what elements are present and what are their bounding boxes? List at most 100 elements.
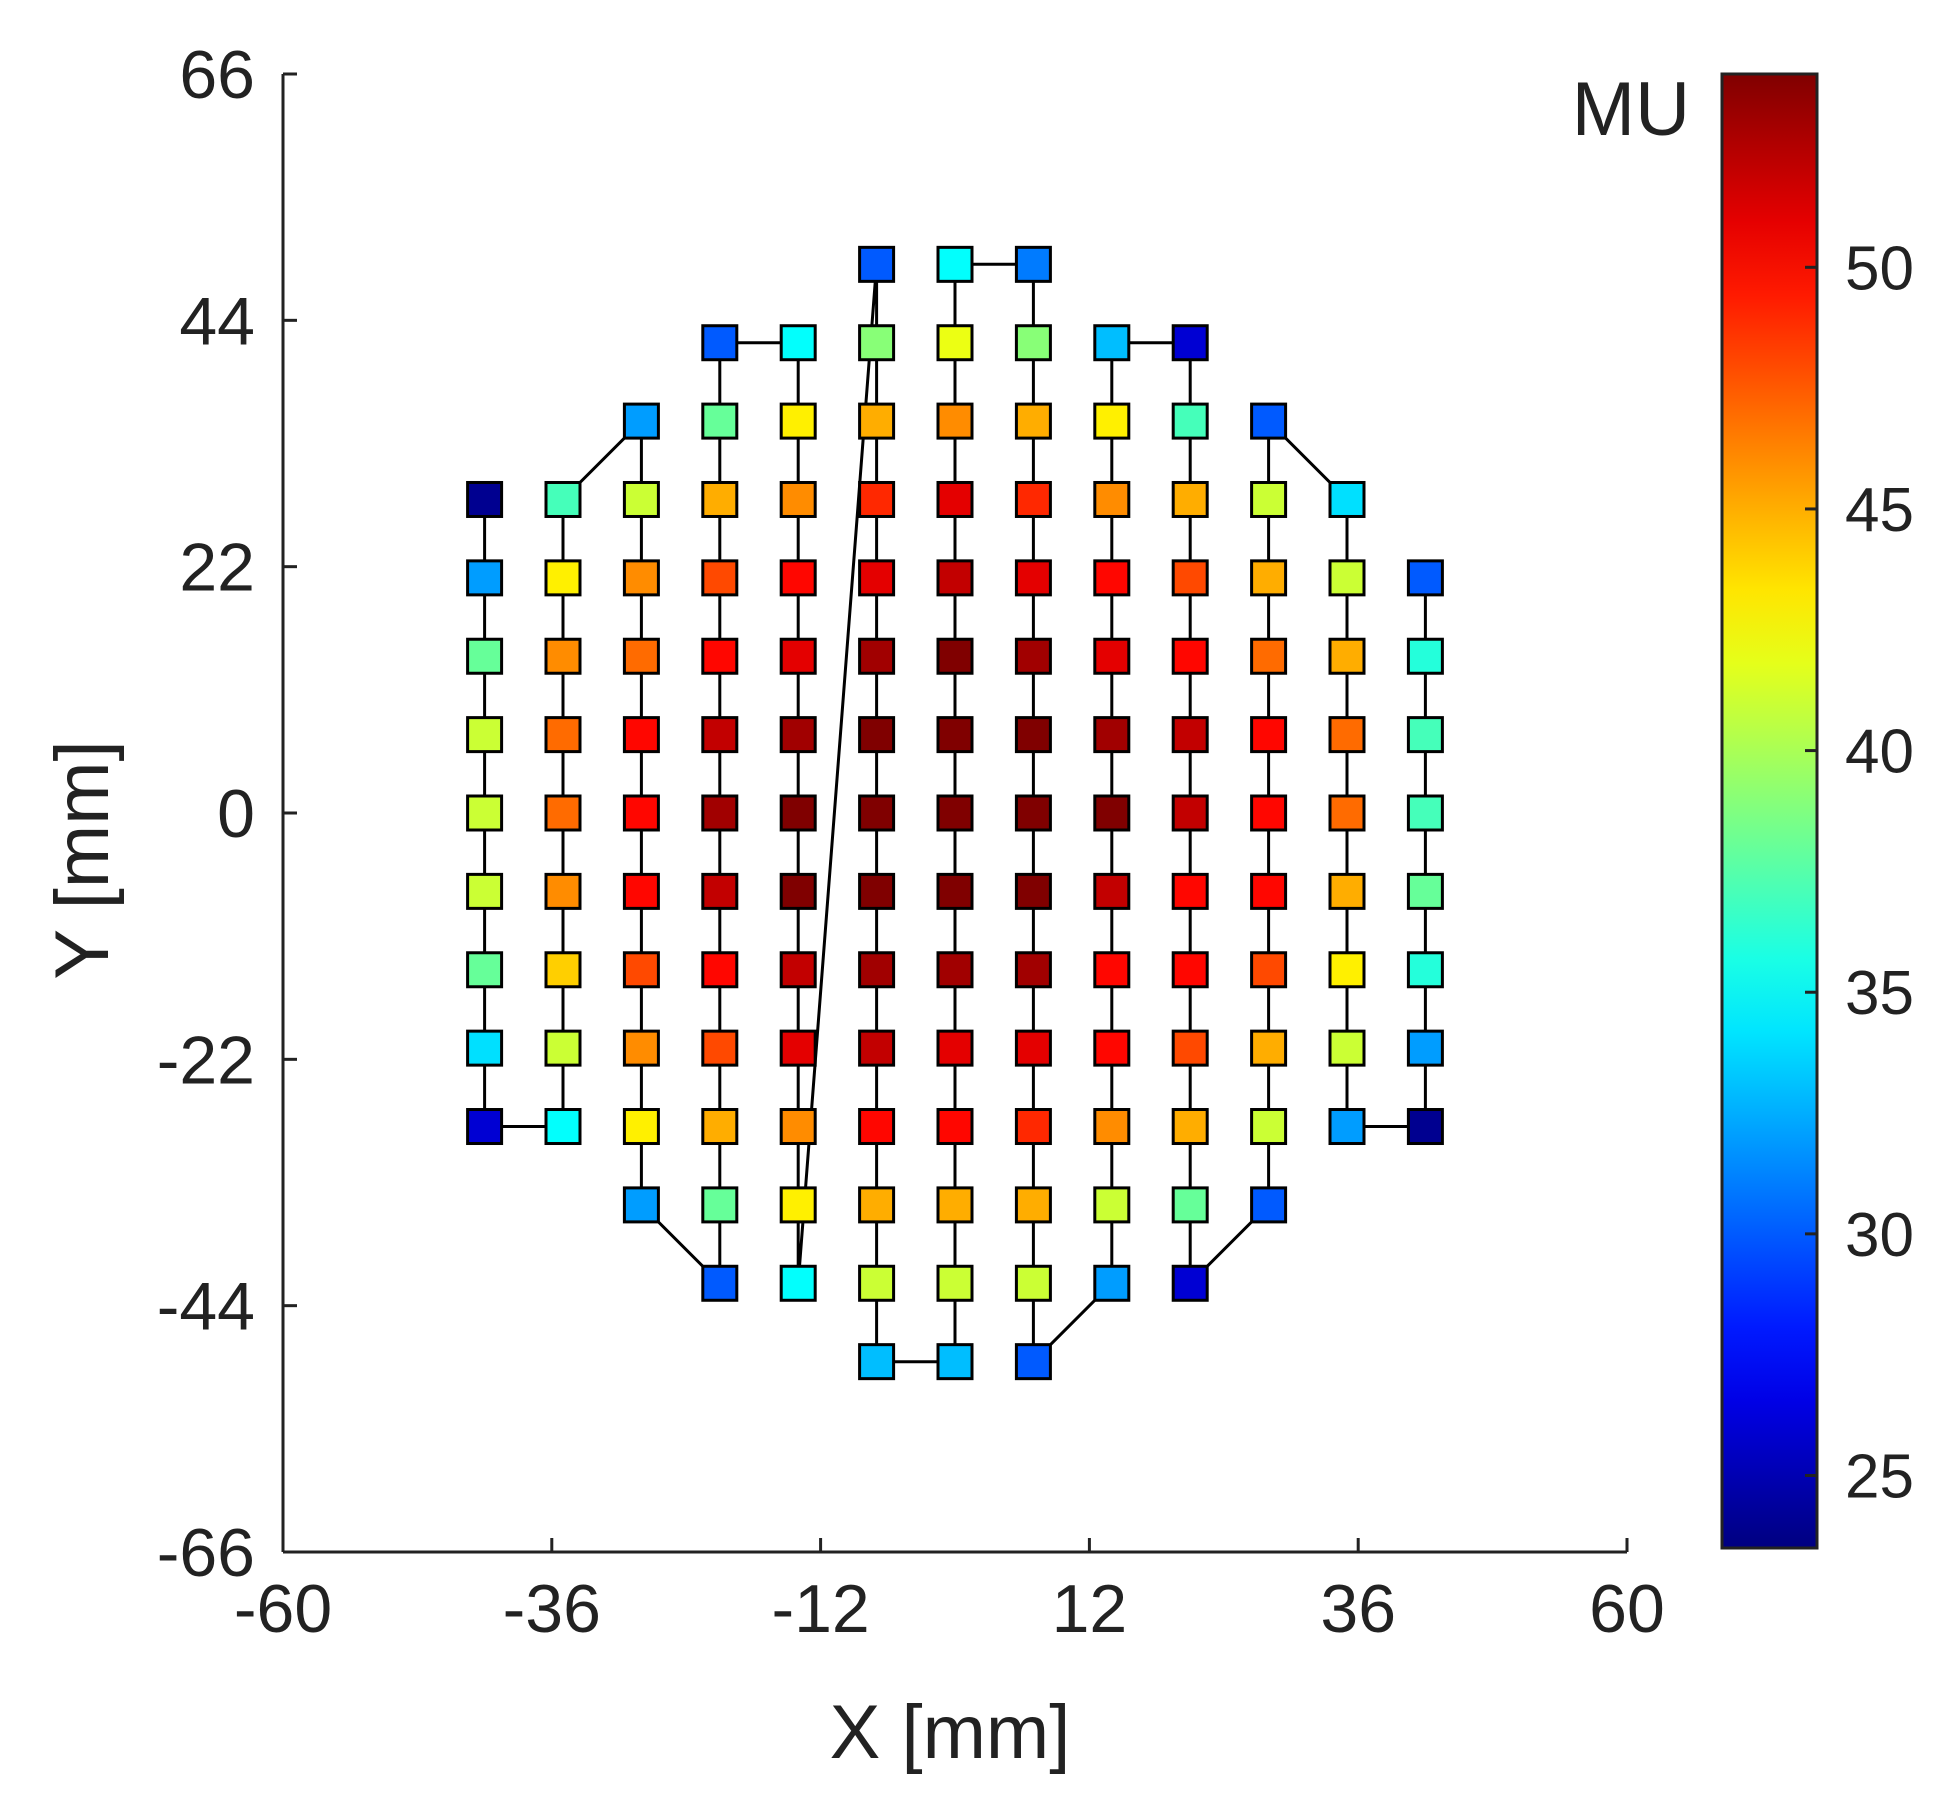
data-point [858, 951, 896, 989]
data-point [622, 1108, 660, 1146]
data-point [1014, 794, 1052, 832]
y-tick-label: 44 [179, 283, 255, 359]
data-point [1093, 402, 1131, 440]
data-point [1328, 559, 1366, 597]
data-point [1093, 637, 1131, 675]
data-point [858, 1108, 896, 1146]
data-point [936, 245, 974, 283]
data-point [622, 1186, 660, 1224]
data-point [1406, 716, 1444, 754]
data-point [858, 1029, 896, 1067]
data-point [544, 716, 582, 754]
data-point [936, 1343, 974, 1381]
data-point [1250, 1029, 1288, 1067]
data-point [936, 480, 974, 518]
colorbar-tick-label: 40 [1845, 718, 1914, 787]
data-point [1093, 794, 1131, 832]
data-point [1328, 1108, 1366, 1146]
x-tick-label: 12 [1052, 1571, 1128, 1647]
y-tick-label: 0 [217, 776, 255, 852]
data-point [779, 872, 817, 910]
data-point [701, 637, 739, 675]
data-point [1014, 245, 1052, 283]
x-tick-label: -60 [234, 1571, 332, 1647]
axes [281, 72, 1629, 1554]
data-point [701, 559, 739, 597]
data-point [858, 324, 896, 362]
y-tick-label: -66 [157, 1515, 255, 1591]
data-point [1014, 716, 1052, 754]
data-point [1328, 637, 1366, 675]
data-point [779, 480, 817, 518]
data-point [1093, 872, 1131, 910]
data-point [1014, 402, 1052, 440]
data-point [858, 637, 896, 675]
data-point [544, 872, 582, 910]
data-point [858, 402, 896, 440]
data-point [1171, 1186, 1209, 1224]
data-point [701, 480, 739, 518]
data-point [544, 637, 582, 675]
data-point [701, 872, 739, 910]
data-point [936, 1186, 974, 1224]
colorbar-tick-label: 45 [1845, 476, 1914, 545]
y-tick-label: 22 [179, 530, 255, 606]
y-tick-label: 66 [179, 37, 255, 113]
tick-labels: -60 -36 -12 12 36 60 -66 -44 -22 0 22 44 66 [157, 37, 1665, 1647]
data-point [622, 872, 660, 910]
colorbar-tick-label: 50 [1845, 234, 1914, 303]
data-point [1171, 480, 1209, 518]
data-point [701, 951, 739, 989]
y-tick-label: -44 [157, 1269, 255, 1345]
data-point [1014, 637, 1052, 675]
x-tick-label: -12 [771, 1571, 869, 1647]
data-point [622, 402, 660, 440]
data-point [466, 1029, 504, 1067]
data-point [1328, 794, 1366, 832]
data-point [1014, 1264, 1052, 1302]
data-point [1406, 794, 1444, 832]
data-point [622, 794, 660, 832]
data-point [1250, 559, 1288, 597]
data-point [1250, 951, 1288, 989]
colorbar-tick-label: 25 [1845, 1443, 1914, 1512]
data-point [936, 872, 974, 910]
markers [466, 245, 1444, 1381]
data-point [1014, 872, 1052, 910]
data-point [1250, 480, 1288, 518]
data-point [466, 794, 504, 832]
data-point [1171, 951, 1209, 989]
data-point [1171, 716, 1209, 754]
data-point [858, 559, 896, 597]
data-point [1171, 872, 1209, 910]
data-point [1250, 402, 1288, 440]
data-point [936, 1264, 974, 1302]
data-point [779, 794, 817, 832]
data-point [1014, 1108, 1052, 1146]
data-point [1406, 951, 1444, 989]
data-point [779, 1264, 817, 1302]
data-point [1093, 1029, 1131, 1067]
x-axis-title: X [mm] [830, 1690, 1071, 1775]
data-point [466, 480, 504, 518]
data-point [466, 1108, 504, 1146]
data-point [1093, 1264, 1131, 1302]
data-point [701, 1029, 739, 1067]
colorbar-gradient [1720, 72, 1819, 1550]
data-point [622, 559, 660, 597]
data-point [779, 716, 817, 754]
data-point [779, 1108, 817, 1146]
data-point [1171, 402, 1209, 440]
data-point [936, 1029, 974, 1067]
data-point [1093, 559, 1131, 597]
data-point [544, 559, 582, 597]
data-point [1171, 324, 1209, 362]
data-point [544, 480, 582, 518]
data-point [1093, 951, 1131, 989]
data-point [1328, 716, 1366, 754]
x-tick-label: -36 [503, 1571, 601, 1647]
data-point [544, 794, 582, 832]
data-point [1171, 1029, 1209, 1067]
data-point [701, 1186, 739, 1224]
data-point [1171, 1264, 1209, 1302]
